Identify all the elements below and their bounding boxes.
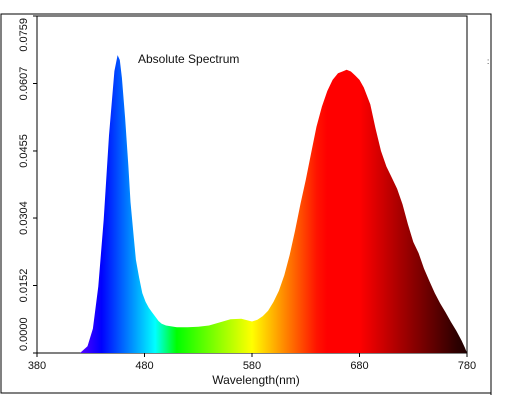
spectrum-area-layer — [37, 55, 467, 353]
x-tick-label: 380 — [28, 360, 46, 372]
y-tick-label: 0.0152 — [18, 269, 30, 303]
y-tick-label: 0.0607 — [18, 67, 30, 101]
y-axis-ticks: 0.0000 0.0152 0.0304 0.0455 0.0607 0.0759 — [18, 15, 37, 354]
spectrum-area — [37, 55, 467, 353]
y-tick-label: 0.0000 — [18, 317, 30, 351]
x-axis-ticks: 380 480 580 680 780 — [28, 353, 476, 372]
y-tick-label: 0.0455 — [18, 134, 30, 168]
x-tick-label: 680 — [350, 360, 368, 372]
x-tick-label: 780 — [458, 360, 476, 372]
chart-title: Absolute Spectrum — [138, 52, 239, 66]
x-axis-title: Wavelength(nm) — [212, 373, 300, 387]
right-edge-mark: : — [487, 57, 489, 66]
y-tick-label: 0.0759 — [18, 18, 30, 52]
x-tick-label: 480 — [135, 360, 153, 372]
y-tick-label: 0.0304 — [18, 201, 30, 235]
x-tick-label: 580 — [243, 360, 261, 372]
